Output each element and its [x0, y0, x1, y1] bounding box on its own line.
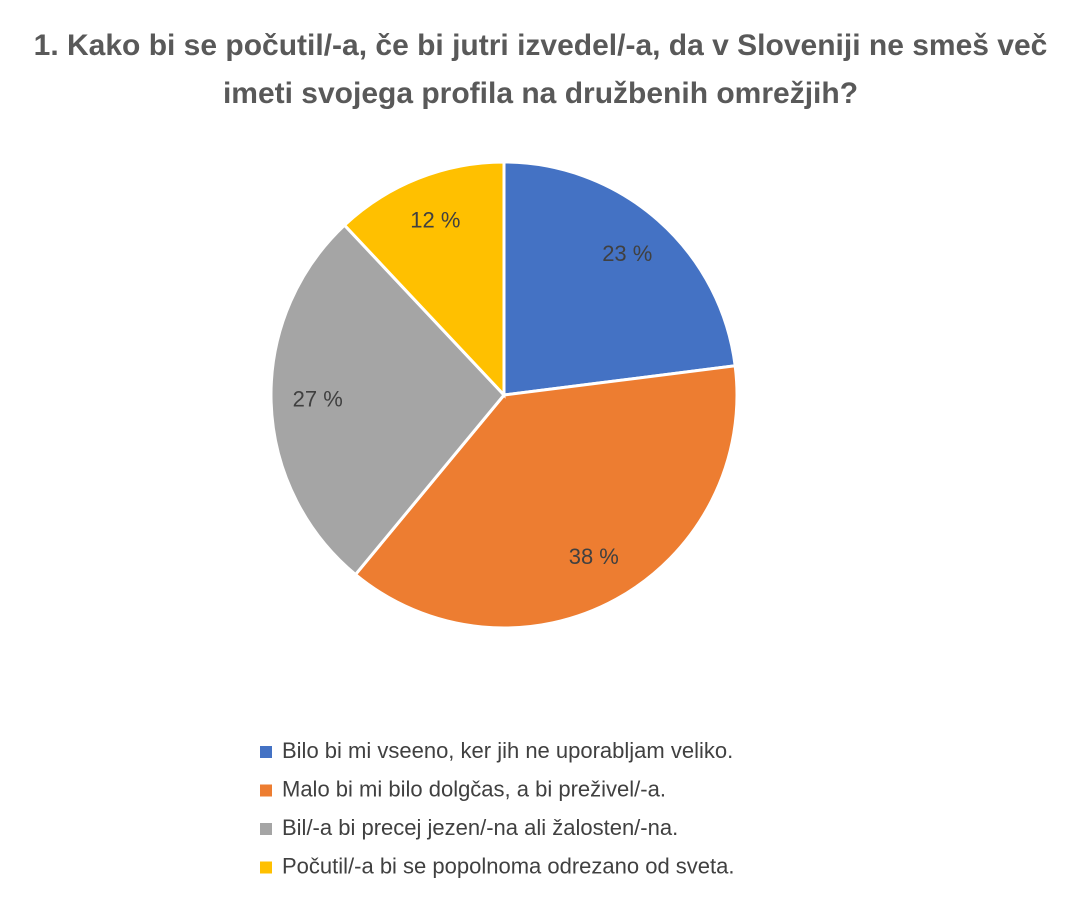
legend-label: Počutil/-a bi se popolnoma odrezano od s…	[282, 853, 735, 878]
legend-swatch	[260, 746, 272, 758]
pie-slice	[269, 223, 506, 577]
chart-title: 1. Kako bi se počutil/-a, če bi jutri iz…	[33, 29, 1048, 110]
data-label: 27 %	[293, 387, 343, 412]
pie-slice	[353, 364, 739, 630]
legend-label: Bil/-a bi precej jezen/-na ali žalosten/…	[282, 815, 678, 840]
legend-label: Malo bi mi bilo dolgčas, a bi preživel/-…	[282, 776, 666, 801]
pie-slice	[342, 160, 506, 399]
legend-label: Bilo bi mi vseeno, ker jih ne uporabljam…	[282, 738, 733, 763]
legend-swatch	[260, 823, 272, 835]
data-label: 12 %	[410, 208, 460, 233]
legend-swatch	[260, 861, 272, 874]
legend-swatch	[260, 784, 272, 797]
data-label: 38 %	[569, 544, 619, 569]
pie-slice	[502, 160, 737, 397]
data-label: 23 %	[602, 241, 652, 266]
